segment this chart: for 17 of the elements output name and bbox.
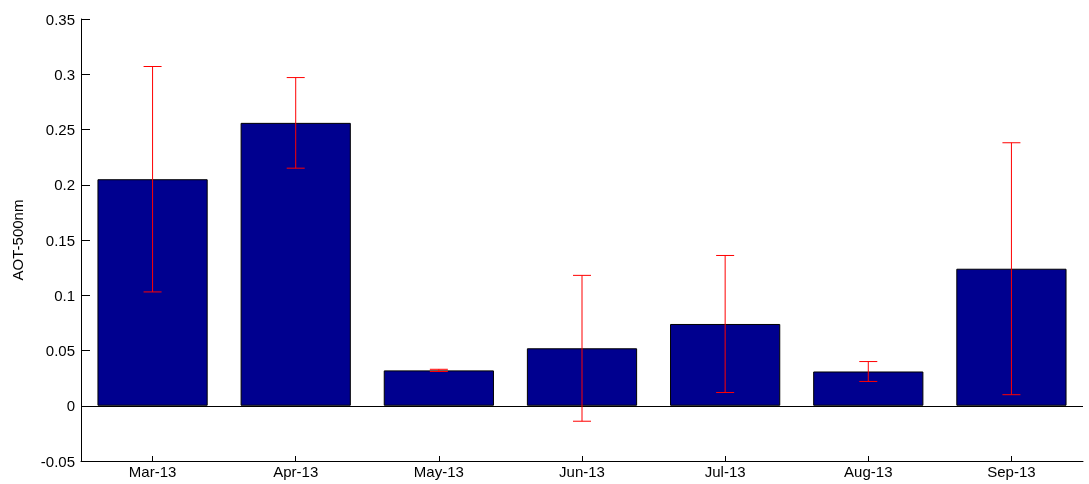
y-tick-label: 0.3 xyxy=(54,65,75,83)
x-tick-label: May-13 xyxy=(413,463,464,480)
y-tick-label: 0.15 xyxy=(45,231,75,249)
x-tick-label: Sep-13 xyxy=(987,463,1036,480)
y-tick-label: 0.35 xyxy=(45,10,75,28)
x-tick-label: Mar-13 xyxy=(128,463,177,480)
x-tick-label: Apr-13 xyxy=(273,463,319,480)
x-tick-label: Aug-13 xyxy=(844,463,893,480)
y-tick-label: 0.2 xyxy=(54,176,75,194)
y-tick-label: 0.1 xyxy=(54,286,75,304)
x-tick-label: Jun-13 xyxy=(559,463,605,480)
y-tick-label: -0.05 xyxy=(40,452,75,470)
y-tick-label: 0.25 xyxy=(45,121,75,138)
y-tick-label: 0 xyxy=(66,397,75,415)
y-tick-label: 0.05 xyxy=(45,342,75,359)
y-axis-title: AOT-500nm xyxy=(9,199,26,281)
x-tick-label: Jul-13 xyxy=(704,463,746,480)
